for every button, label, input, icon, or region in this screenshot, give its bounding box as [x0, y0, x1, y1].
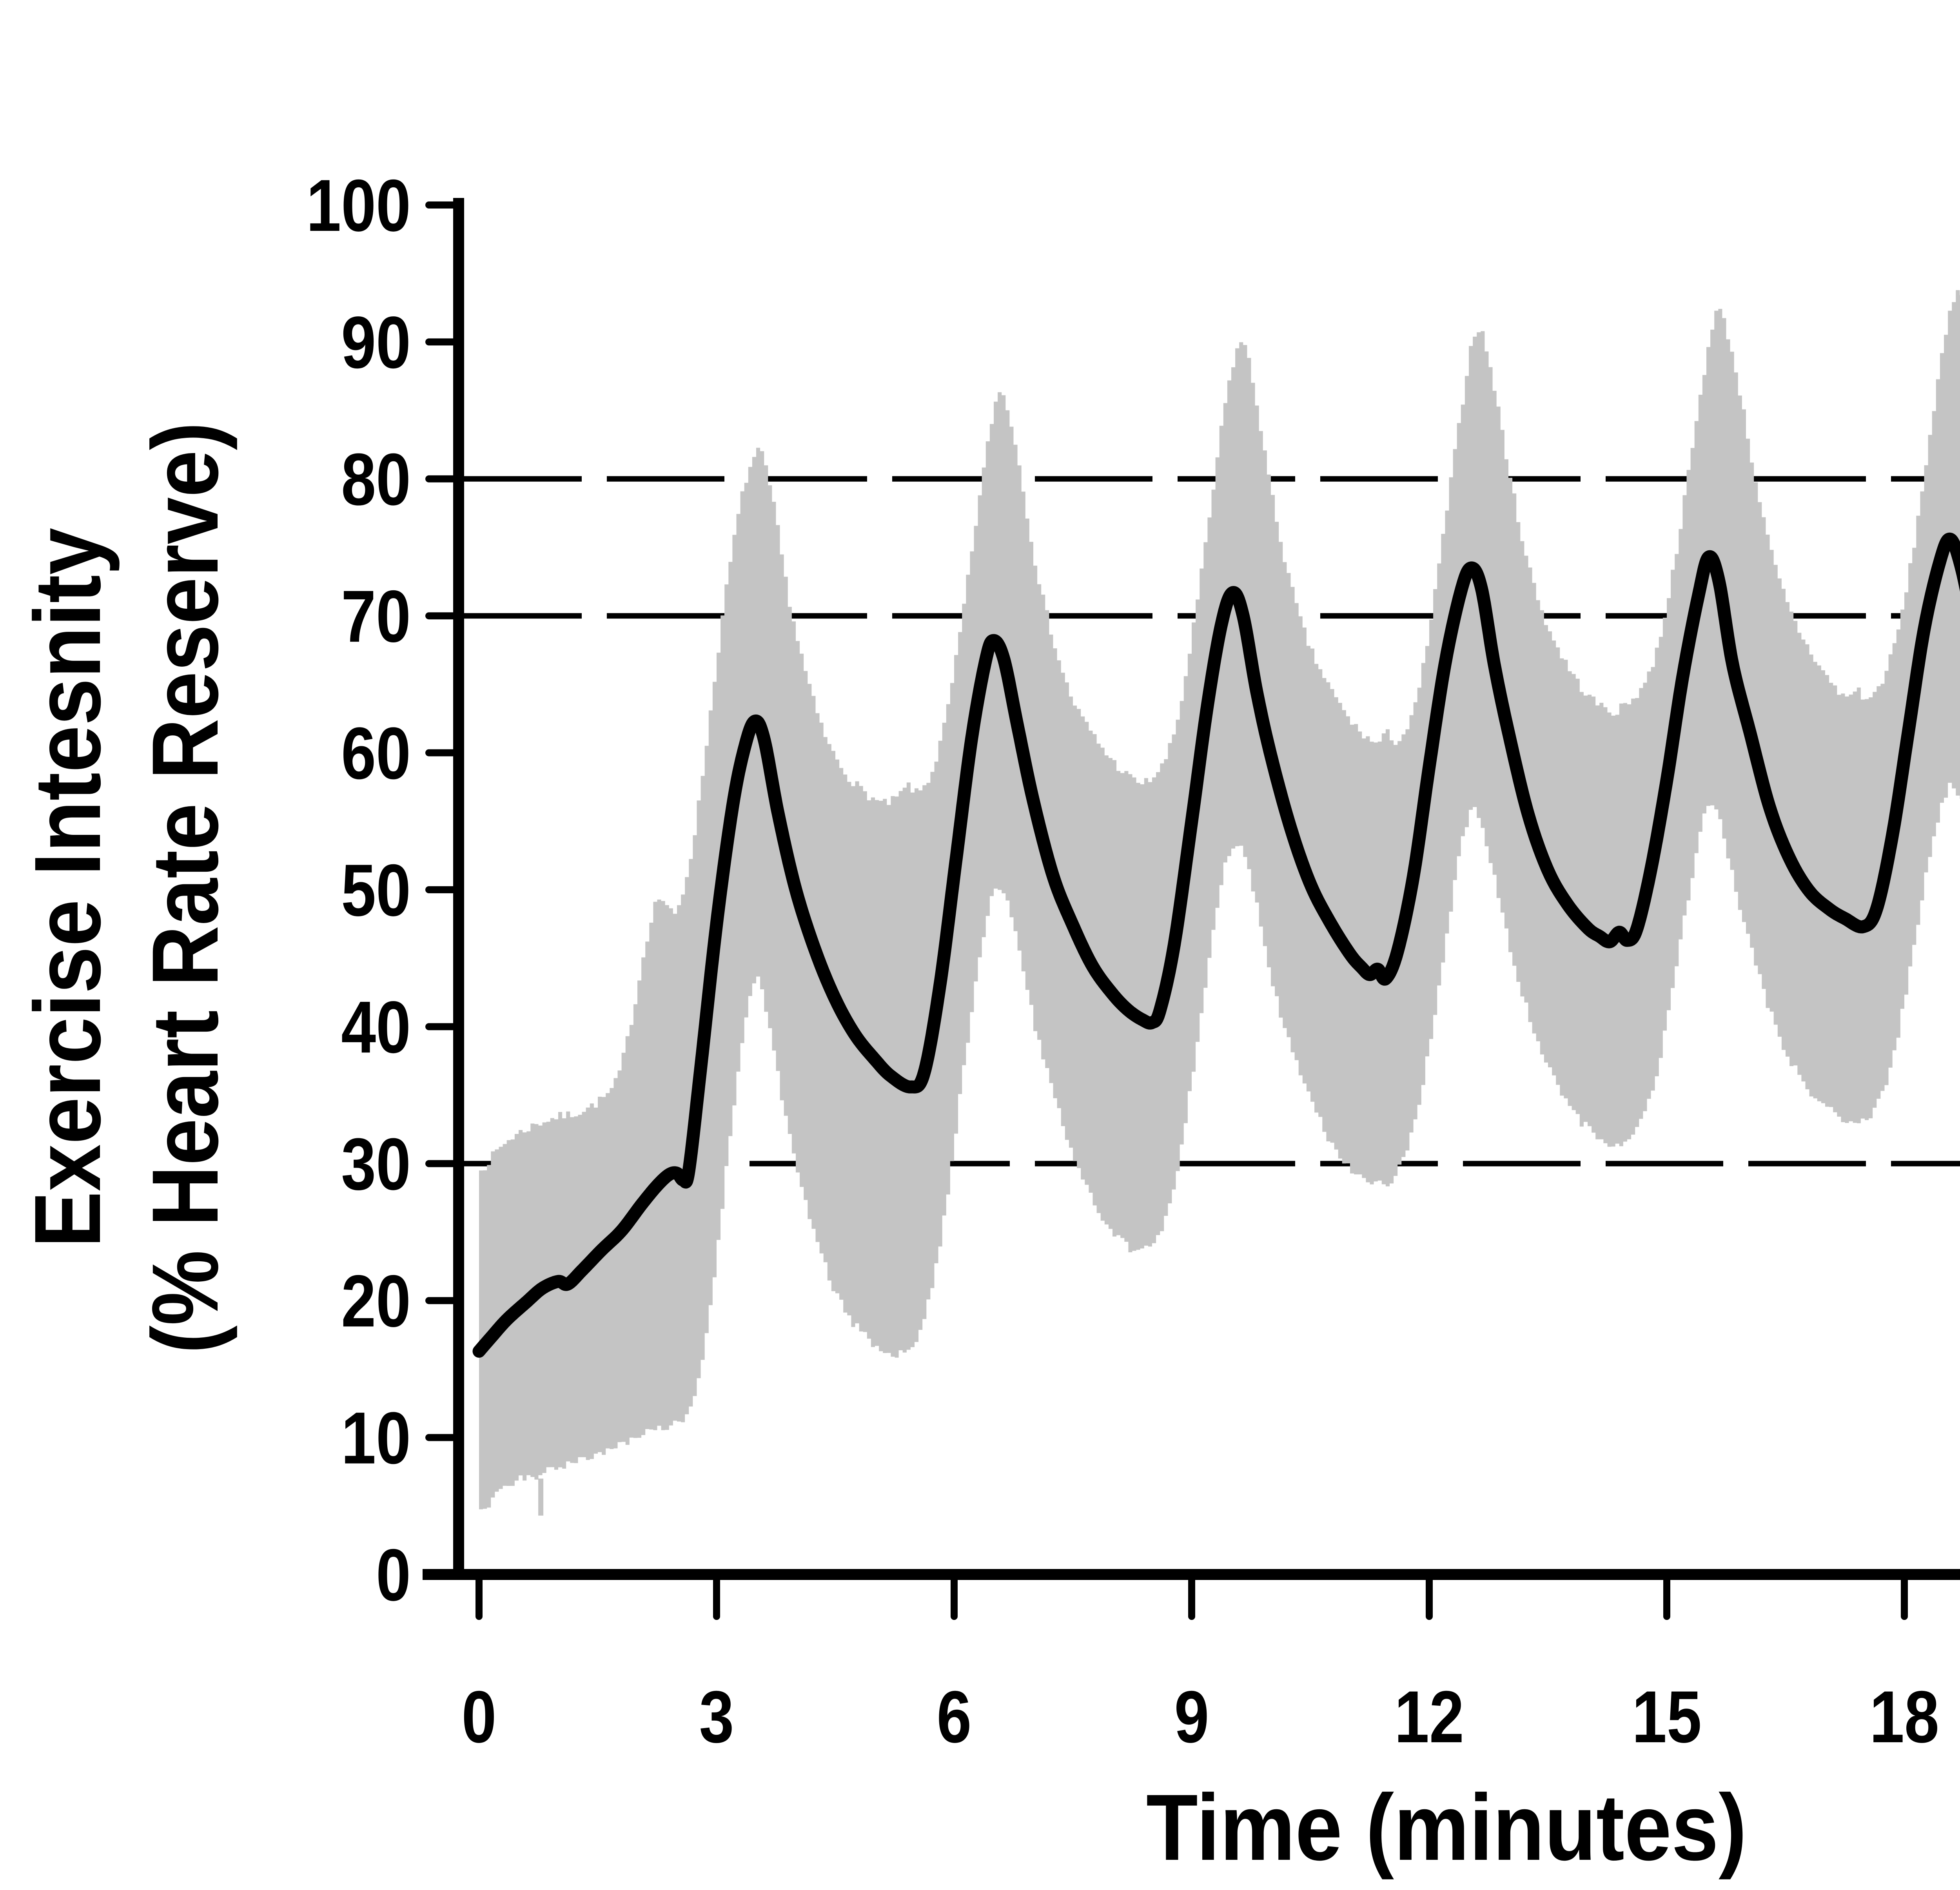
- y-tick-label-80: 80: [341, 438, 411, 521]
- reference-lines-layer: [464, 476, 1960, 1166]
- x-tick-label-18: 18: [1869, 1676, 1939, 1758]
- y-tick-label-70: 70: [341, 575, 411, 657]
- axes-layer: [423, 198, 1960, 1620]
- tick-labels-layer: 036912151821240102030405060708090100: [306, 164, 1939, 1758]
- y-tick-label-100: 100: [306, 164, 411, 247]
- sd-band: [479, 290, 1960, 1513]
- y-tick-label-50: 50: [341, 849, 411, 931]
- x-tick-label-9: 9: [1174, 1676, 1209, 1758]
- y-tick-label-20: 20: [341, 1260, 411, 1342]
- y-tick-label-40: 40: [341, 986, 411, 1068]
- mean-line-layer: [472, 532, 1960, 1358]
- x-tick-label-6: 6: [937, 1676, 972, 1758]
- y-tick-label-90: 90: [341, 301, 411, 383]
- x-tick-label-0: 0: [462, 1676, 497, 1758]
- y-axis-title-line2: (% Heart Rate Reserve): [132, 422, 238, 1354]
- y-tick-label-10: 10: [341, 1397, 411, 1479]
- y-tick-label-0: 0: [376, 1534, 411, 1616]
- y-axis-title-line1: Exercise Intesnity: [15, 528, 120, 1248]
- y-tick-label-60: 60: [341, 712, 411, 794]
- x-tick-label-15: 15: [1632, 1676, 1702, 1758]
- sd-band-layer: [479, 290, 1960, 1516]
- mean-line: [472, 532, 1960, 1358]
- y-tick-label-30: 30: [341, 1123, 411, 1205]
- x-tick-label-12: 12: [1394, 1676, 1464, 1758]
- x-tick-label-3: 3: [699, 1676, 734, 1758]
- x-axis-title: Time (minutes): [1146, 1775, 1747, 1880]
